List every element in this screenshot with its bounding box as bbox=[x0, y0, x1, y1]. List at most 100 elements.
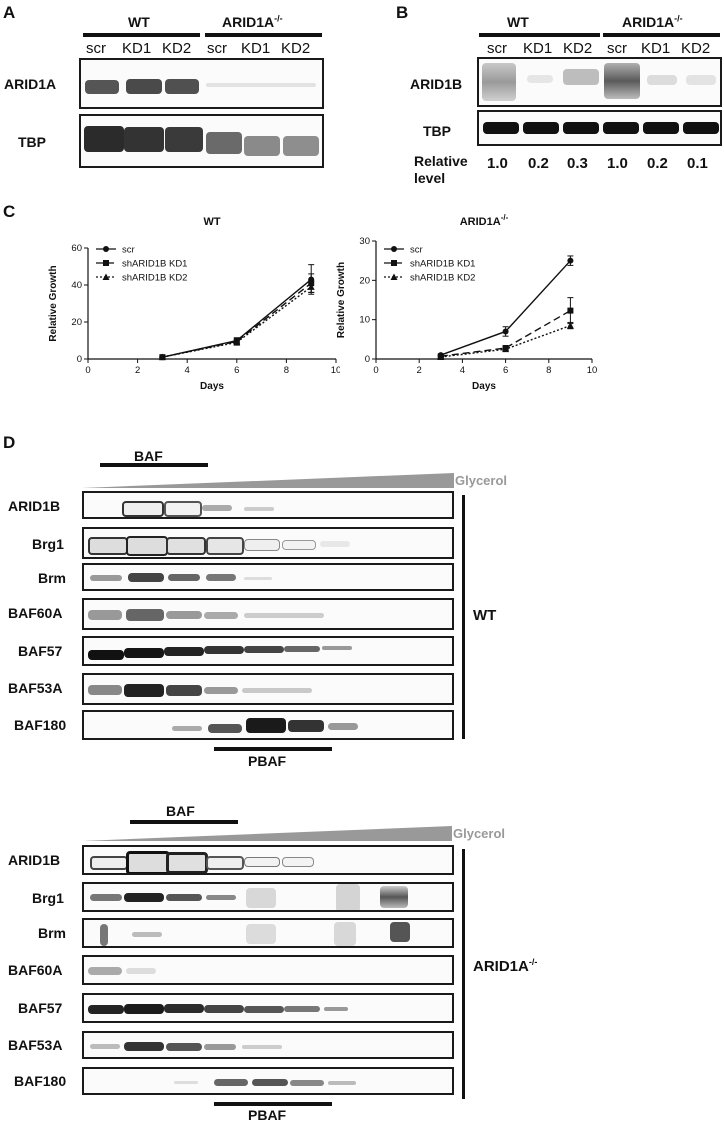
panel-b-relative-label: Relative level bbox=[414, 153, 468, 186]
blot-label: ARID1B bbox=[8, 498, 61, 514]
x-axis-label: Days bbox=[472, 381, 496, 392]
ko-bracket bbox=[462, 849, 465, 1099]
panel-c-letter: C bbox=[3, 202, 16, 221]
relative-value: 1.0 bbox=[607, 155, 628, 172]
pbaf-label: PBAF bbox=[248, 753, 287, 769]
legend-label: shARID1B KD2 bbox=[122, 273, 187, 284]
panel-a-ko-bar bbox=[205, 33, 322, 37]
blot-strip bbox=[82, 1067, 454, 1095]
glycerol-gradient-wt bbox=[82, 473, 454, 488]
panel-b-wt-bar bbox=[479, 33, 600, 37]
x-tick-label: 4 bbox=[460, 365, 465, 376]
wt-bracket bbox=[462, 495, 465, 739]
blot-label: Brg1 bbox=[32, 890, 64, 906]
blot-label: BAF53A bbox=[8, 1037, 63, 1053]
relative-value: 0.1 bbox=[687, 155, 708, 172]
chart-arid1a: ARID1A-/- 0 2 4 6 8 10 0 10 20 30 Days Relative Grow… bbox=[336, 213, 598, 392]
lane-label: scr bbox=[86, 40, 106, 57]
blot-strip bbox=[82, 673, 454, 705]
legend-label: scr bbox=[410, 245, 423, 256]
blot-strip bbox=[82, 918, 454, 948]
glycerol-gradient-ko bbox=[82, 826, 452, 841]
x-tick-label: 10 bbox=[331, 365, 340, 376]
lane-label: scr bbox=[607, 40, 627, 57]
panel-a-blot-arid1a bbox=[79, 58, 324, 109]
panel-b-blot-label-arid1b: ARID1B bbox=[410, 76, 463, 92]
x-tick-label: 10 bbox=[587, 365, 598, 376]
data-point bbox=[390, 273, 398, 280]
blot-label: ARID1B bbox=[8, 852, 61, 868]
blot-label: BAF57 bbox=[18, 1000, 63, 1016]
lane-label: scr bbox=[487, 40, 507, 57]
legend-label: shARID1B KD1 bbox=[122, 259, 187, 270]
baf-bar bbox=[130, 820, 238, 824]
series-line bbox=[162, 286, 312, 358]
panel-d-letter: D bbox=[3, 433, 16, 452]
blot-label: BAF60A bbox=[8, 962, 63, 978]
blot-label: Brm bbox=[38, 570, 67, 586]
blot-label: Brm bbox=[38, 925, 67, 941]
blot-strip bbox=[82, 636, 454, 666]
data-point bbox=[391, 246, 397, 252]
panel-b-blot-label-tbp: TBP bbox=[423, 123, 451, 139]
pbaf-bar bbox=[214, 1102, 332, 1106]
baf-bar bbox=[100, 463, 208, 467]
blot-strip bbox=[82, 882, 454, 912]
blot-strip bbox=[82, 955, 454, 985]
panel-b-group-ko: ARID1A-/- bbox=[622, 13, 683, 30]
y-tick-label: 30 bbox=[359, 236, 370, 247]
data-point bbox=[437, 353, 445, 361]
y-tick-label: 0 bbox=[365, 354, 370, 365]
series-line bbox=[162, 282, 312, 358]
blot-label: BAF180 bbox=[14, 1073, 67, 1089]
blot-label: BAF60A bbox=[8, 605, 63, 621]
panel-a-blot-label-tbp: TBP bbox=[18, 134, 46, 150]
panel-b-blot-tbp bbox=[477, 110, 722, 146]
legend-label: shARID1B KD2 bbox=[410, 273, 475, 284]
data-point bbox=[103, 246, 109, 252]
blot-label: Brg1 bbox=[32, 536, 64, 552]
data-point bbox=[502, 328, 509, 335]
baf-label: BAF bbox=[166, 803, 195, 819]
relative-value: 0.2 bbox=[528, 155, 549, 172]
blot-strip bbox=[82, 527, 454, 559]
ko-condition-label: ARID1A-/- bbox=[473, 957, 538, 976]
data-point bbox=[233, 338, 241, 346]
y-tick-label: 10 bbox=[359, 315, 370, 326]
lane-label: KD2 bbox=[281, 40, 311, 57]
blot-strip bbox=[82, 1031, 454, 1059]
lane-label: scr bbox=[207, 40, 227, 57]
x-tick-label: 2 bbox=[417, 365, 422, 376]
y-tick-label: 20 bbox=[71, 317, 82, 328]
x-tick-label: 2 bbox=[135, 365, 140, 376]
blot-strip bbox=[82, 598, 454, 630]
data-point bbox=[391, 260, 397, 266]
panel-a-group-ko: ARID1A-/- bbox=[222, 13, 283, 30]
glycerol-label: Glycerol bbox=[455, 473, 508, 488]
panel-a-group-wt: WT bbox=[128, 14, 150, 30]
lane-label: KD1 bbox=[523, 40, 553, 57]
y-axis-label: Relative Growth bbox=[336, 262, 347, 338]
pbaf-bar bbox=[214, 747, 332, 751]
relative-value: 1.0 bbox=[487, 155, 508, 172]
baf-label: BAF bbox=[134, 448, 163, 464]
legend-label: shARID1B KD1 bbox=[410, 259, 475, 270]
blot-label: BAF53A bbox=[8, 680, 63, 696]
blot-strip bbox=[82, 710, 454, 740]
y-tick-label: 20 bbox=[359, 275, 370, 286]
relative-value: 0.3 bbox=[567, 155, 588, 172]
glycerol-label: Glycerol bbox=[453, 826, 506, 841]
x-tick-label: 8 bbox=[284, 365, 289, 376]
series-line bbox=[440, 310, 571, 357]
lane-label: KD1 bbox=[641, 40, 671, 57]
blot-strip bbox=[82, 491, 454, 519]
legend-label: scr bbox=[122, 245, 135, 256]
lane-label: KD2 bbox=[681, 40, 711, 57]
data-point bbox=[567, 257, 574, 264]
panel-b-ko-bar bbox=[603, 33, 720, 37]
panel-a-letter: A bbox=[3, 3, 16, 22]
panel-a-blot-tbp bbox=[79, 114, 324, 168]
y-tick-label: 40 bbox=[71, 280, 82, 291]
x-tick-label: 6 bbox=[503, 365, 508, 376]
x-tick-label: 4 bbox=[185, 365, 190, 376]
